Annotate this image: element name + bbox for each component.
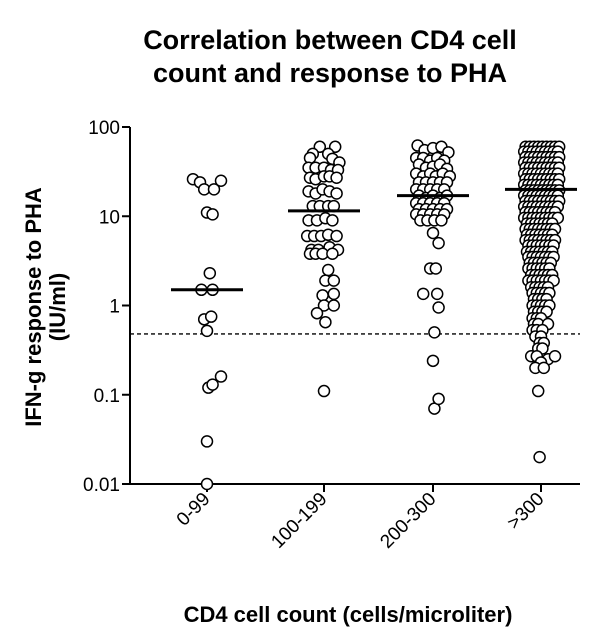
data-point [330, 229, 343, 243]
x-tick-label: 200-300 [376, 489, 440, 553]
median-lines [171, 187, 577, 292]
data-point [429, 262, 443, 275]
data-point [430, 287, 444, 301]
data-point [531, 384, 545, 398]
data-point [537, 361, 551, 375]
data-point [548, 350, 562, 363]
data-point [428, 326, 441, 339]
data-point [326, 247, 339, 261]
y-axis-title-line-2: (IU/ml) [45, 273, 70, 341]
data-point [432, 392, 445, 406]
data-point [214, 370, 228, 383]
data-point [321, 263, 335, 277]
x-axis: 0-99 100-199 200-300 >300 [173, 484, 549, 553]
data-point [432, 301, 445, 314]
data-point [327, 274, 341, 287]
data-point [204, 310, 218, 323]
x-tick-label: >300 [503, 489, 548, 534]
data-point [432, 236, 445, 250]
data-point [327, 299, 341, 312]
data-point [200, 477, 214, 491]
y-axis-title-line-1: IFN-g response to PHA [21, 187, 46, 427]
y-tick-label: 1 [109, 297, 120, 318]
chart-title-line-2: count and response to PHA [153, 58, 507, 88]
data-point [326, 214, 339, 227]
data-point [330, 171, 343, 185]
data-point [214, 174, 228, 187]
y-tick-label: 0.1 [94, 386, 120, 407]
x-axis-title: CD4 cell count (cells/microliter) [184, 602, 513, 627]
data-point [435, 214, 448, 227]
data-point [206, 378, 219, 391]
data-points [186, 139, 566, 491]
x-tick-label: 100-199 [267, 489, 331, 553]
data-point [327, 287, 341, 301]
data-point [206, 208, 219, 221]
data-point [426, 354, 440, 368]
data-point [319, 315, 332, 329]
data-point [426, 226, 440, 240]
data-point [310, 306, 324, 320]
data-point [200, 435, 214, 448]
data-point [416, 287, 430, 301]
data-point [533, 450, 546, 464]
x-tick-label: 0-99 [173, 489, 215, 531]
y-tick-label: 10 [99, 207, 120, 228]
data-point [207, 183, 221, 196]
y-axis-title: IFN-g response to PHA (IU/ml) [21, 187, 70, 427]
y-axis: 0.01 0.1 1 10 100 [83, 118, 130, 496]
y-tick-label: 0.01 [83, 475, 120, 496]
data-point [203, 266, 217, 280]
data-point [317, 384, 331, 398]
chart-title-line-1: Correlation between CD4 cell [143, 25, 517, 55]
data-point [330, 187, 343, 200]
y-tick-label: 100 [88, 118, 120, 139]
data-point [316, 289, 329, 302]
data-point [200, 324, 214, 338]
